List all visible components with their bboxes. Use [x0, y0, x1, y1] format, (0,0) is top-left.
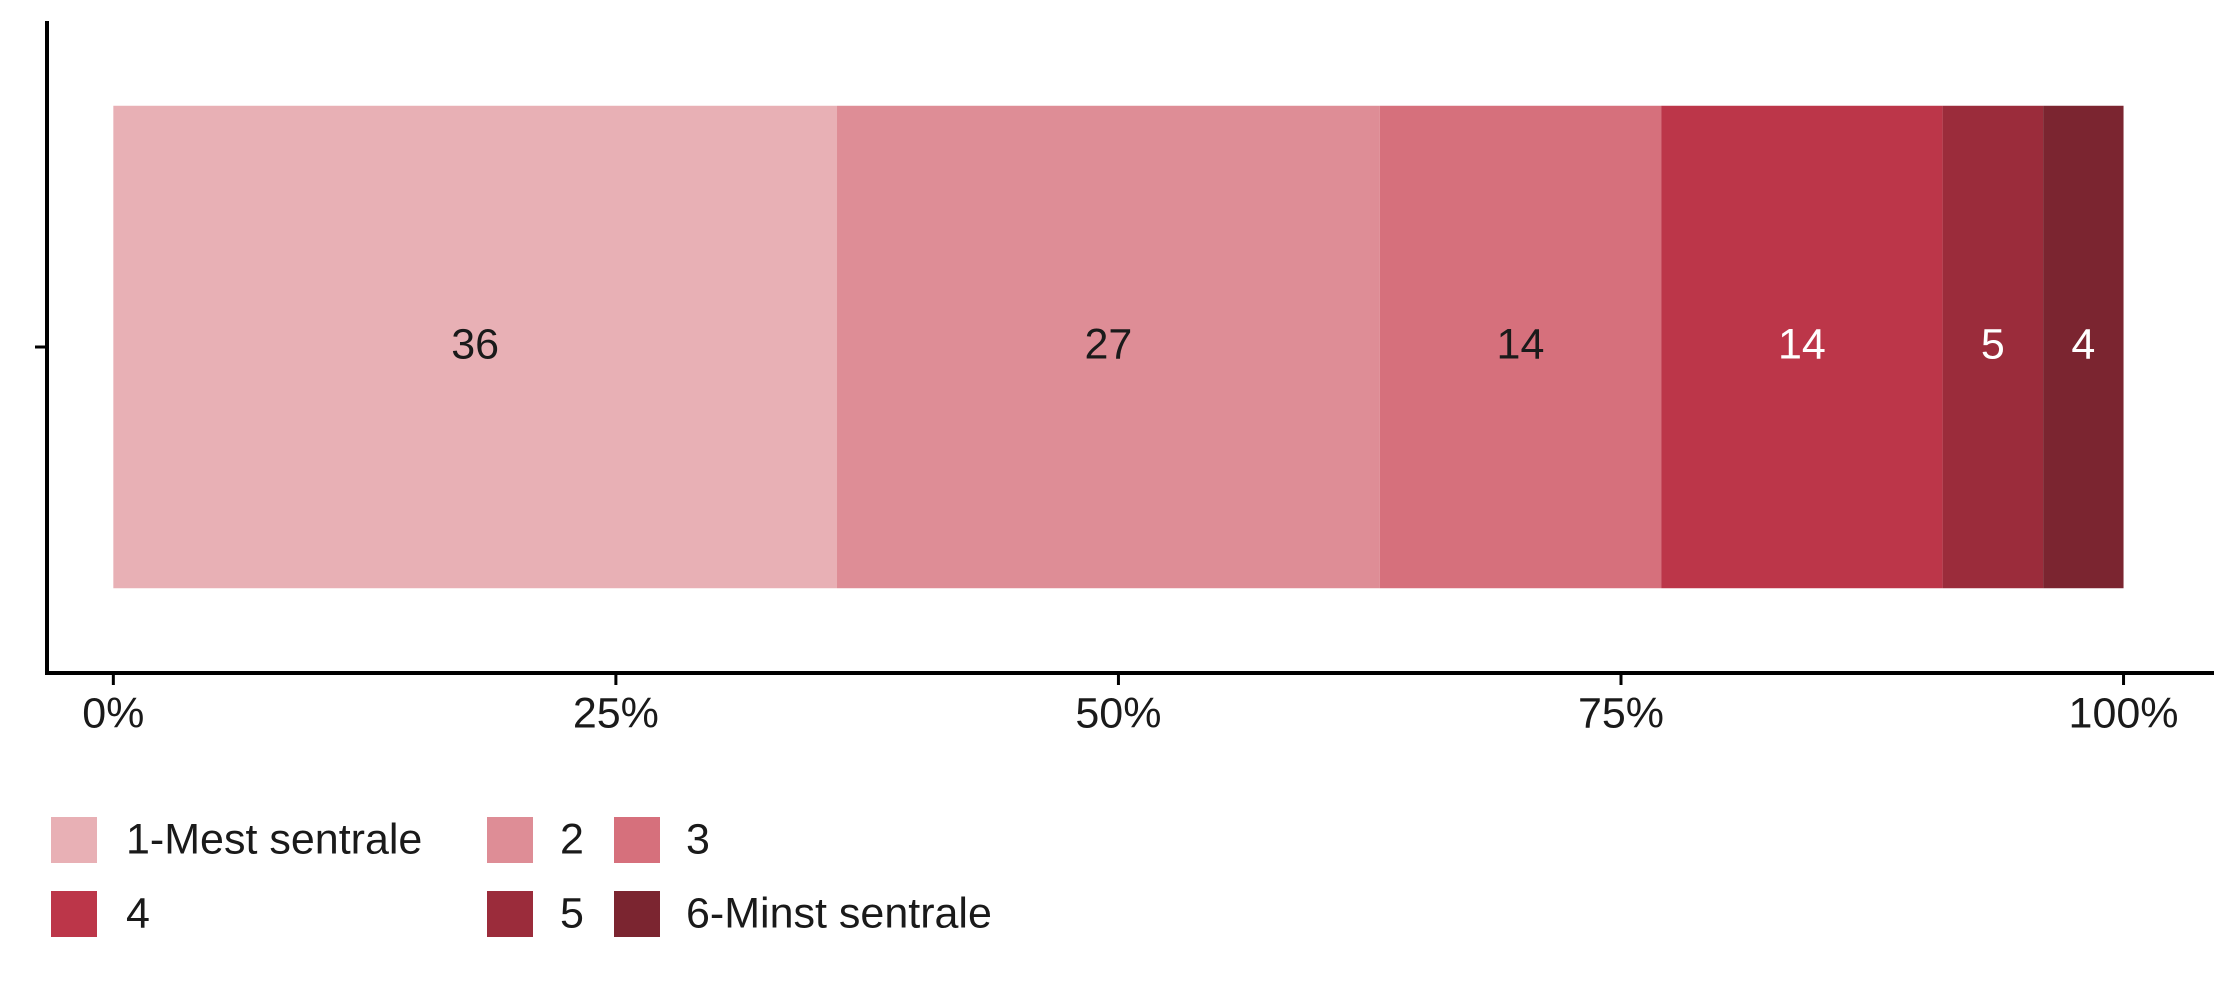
legend-key	[51, 891, 97, 937]
legend-label: 4	[126, 889, 150, 937]
bar-segment	[837, 105, 1380, 589]
legend-label: 6-Minst sentrale	[686, 889, 992, 937]
data-label: 36	[451, 320, 499, 368]
data-label: 14	[1497, 320, 1545, 368]
bar-segment	[1661, 105, 1943, 589]
data-label: 4	[2071, 320, 2095, 368]
x-tick-label: 50%	[1075, 689, 1161, 737]
legend-label: 3	[686, 815, 710, 863]
legend-key	[614, 817, 660, 863]
x-tick-label: 25%	[573, 689, 659, 737]
data-label: 14	[1778, 320, 1826, 368]
legend-label: 1-Mest sentrale	[126, 815, 422, 863]
legend-label: 5	[560, 889, 584, 937]
x-tick-label: 100%	[2069, 689, 2179, 737]
bar-segment	[1379, 105, 1662, 589]
bar-segment	[1942, 105, 2044, 589]
legend-key	[51, 817, 97, 863]
bar-segment	[2043, 105, 2124, 589]
legend-label: 2	[560, 815, 584, 863]
bar-segment	[113, 105, 838, 589]
data-label: 27	[1084, 320, 1132, 368]
data-label: 5	[1981, 320, 2005, 368]
x-tick-label: 0%	[82, 689, 144, 737]
x-tick-label: 75%	[1578, 689, 1664, 737]
legend-key	[487, 891, 533, 937]
legend-key	[614, 891, 660, 937]
legend-key	[487, 817, 533, 863]
